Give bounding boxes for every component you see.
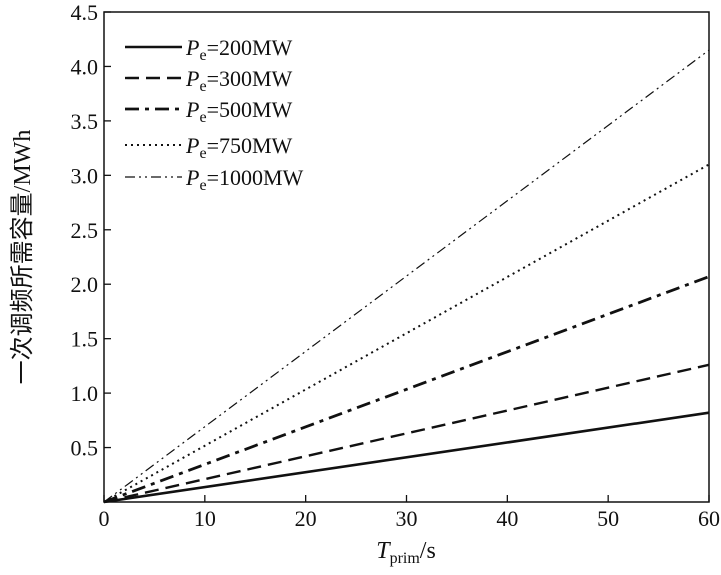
x-tick-label: 30: [396, 506, 418, 531]
legend-label: Pe=1000MW: [185, 165, 304, 194]
series-line-3: [103, 163, 710, 503]
y-axis-label: 一次调频所需容量/MWh: [9, 130, 36, 385]
legend-label: Pe=300MW: [185, 66, 293, 95]
y-tick-label: 1.5: [71, 327, 99, 352]
y-tick-label: 1.0: [71, 381, 99, 406]
series-line-0: [103, 411, 710, 504]
series-line-1: [103, 363, 710, 504]
legend-label: Pe=200MW: [185, 35, 293, 64]
y-tick-label: 0.5: [71, 436, 99, 461]
legend-label: Pe=750MW: [185, 133, 293, 162]
legend-label: Pe=500MW: [185, 97, 293, 126]
x-tick-label: 20: [295, 506, 317, 531]
x-tick-label: 50: [597, 506, 619, 531]
x-tick-label: 0: [99, 506, 110, 531]
x-tick-label: 60: [698, 506, 720, 531]
y-tick-label: 2.5: [71, 218, 99, 243]
y-tick-label: 4.0: [71, 54, 99, 79]
series-line-4: [103, 49, 710, 503]
series-line-2: [103, 275, 710, 504]
y-tick-label: 3.0: [71, 163, 99, 188]
x-tick-label: 10: [194, 506, 216, 531]
x-axis-label: Tprim/s: [376, 538, 436, 567]
y-tick-label: 2.0: [71, 272, 99, 297]
y-tick-label: 3.5: [71, 109, 99, 134]
x-tick-label: 40: [496, 506, 518, 531]
y-tick-label: 4.5: [71, 0, 99, 25]
